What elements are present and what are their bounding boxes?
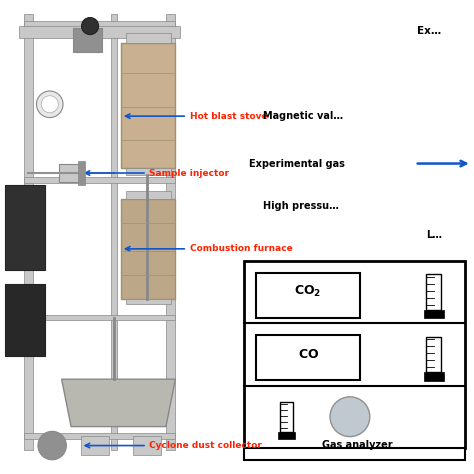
- Text: High pressu…: High pressu…: [263, 201, 339, 211]
- Text: $\mathbf{CO_2}$: $\mathbf{CO_2}$: [294, 284, 322, 300]
- Bar: [5, 284, 45, 356]
- Text: Sample injector: Sample injector: [149, 169, 229, 177]
- Text: Hot blast stove: Hot blast stove: [190, 112, 267, 120]
- Bar: [121, 43, 175, 168]
- Bar: [280, 401, 293, 432]
- Bar: [244, 261, 465, 448]
- Circle shape: [36, 91, 63, 118]
- Bar: [126, 191, 171, 199]
- Text: Cyclone dust collector: Cyclone dust collector: [149, 441, 262, 450]
- Bar: [5, 185, 45, 270]
- Circle shape: [330, 397, 370, 437]
- Bar: [256, 273, 360, 318]
- Bar: [24, 433, 175, 439]
- Bar: [73, 28, 102, 52]
- Text: Combustion furnace: Combustion furnace: [190, 245, 292, 253]
- Text: Experimental gas: Experimental gas: [249, 158, 345, 169]
- Bar: [78, 161, 85, 185]
- Bar: [126, 33, 171, 43]
- Bar: [244, 448, 465, 460]
- Bar: [126, 168, 171, 175]
- Bar: [424, 310, 444, 318]
- Text: $\mathbf{CO}$: $\mathbf{CO}$: [298, 348, 319, 361]
- Circle shape: [38, 431, 66, 460]
- Bar: [24, 315, 175, 320]
- Bar: [24, 14, 33, 450]
- Bar: [166, 14, 175, 450]
- Bar: [24, 21, 175, 27]
- Circle shape: [82, 18, 99, 35]
- Bar: [133, 436, 161, 455]
- Polygon shape: [62, 379, 175, 427]
- Bar: [426, 274, 441, 310]
- Text: Magnetic val…: Magnetic val…: [263, 111, 343, 121]
- Text: Ex…: Ex…: [417, 26, 441, 36]
- Text: L…: L…: [427, 229, 443, 240]
- Bar: [256, 336, 360, 380]
- Bar: [126, 299, 171, 304]
- Bar: [111, 14, 117, 450]
- Bar: [24, 177, 175, 183]
- Circle shape: [41, 96, 58, 113]
- Bar: [426, 337, 441, 372]
- Bar: [121, 199, 175, 299]
- Bar: [278, 432, 295, 439]
- Bar: [424, 372, 444, 381]
- Bar: [81, 436, 109, 455]
- Bar: [19, 26, 180, 38]
- Bar: [59, 164, 81, 182]
- Bar: [0, 0, 239, 474]
- Text: Gas analyzer: Gas analyzer: [322, 440, 392, 450]
